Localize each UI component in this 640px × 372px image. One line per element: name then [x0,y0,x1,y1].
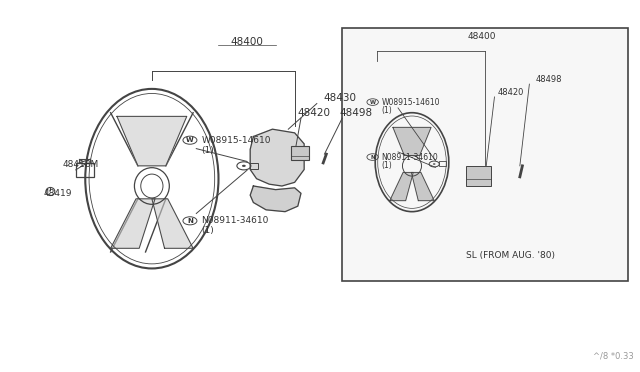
Polygon shape [111,199,155,248]
Text: W: W [369,100,376,105]
Polygon shape [390,173,413,201]
Polygon shape [250,129,304,186]
Text: N: N [371,154,375,160]
Text: 48400: 48400 [468,32,496,41]
Polygon shape [152,199,193,248]
Polygon shape [117,116,187,166]
Polygon shape [393,127,431,155]
Text: 48419: 48419 [44,189,72,198]
Bar [342,28,628,281]
Polygon shape [250,186,301,212]
Text: N08911-34610: N08911-34610 [202,216,269,225]
Text: (1): (1) [202,145,214,155]
Text: 48418M: 48418M [63,160,99,169]
Text: SL (FROM AUG. '80): SL (FROM AUG. '80) [466,251,555,260]
Text: 48498: 48498 [536,75,562,84]
Bar [76,163,93,177]
Text: 48420: 48420 [298,108,331,118]
Bar [250,163,258,169]
Text: W08915-14610: W08915-14610 [381,97,440,107]
Text: 48430: 48430 [323,93,356,103]
Bar [291,147,309,160]
Circle shape [433,163,435,165]
Text: ^/8 *0.33: ^/8 *0.33 [593,351,634,360]
Text: W08915-14610: W08915-14610 [202,136,271,145]
Text: N: N [187,218,193,224]
Text: 48400: 48400 [230,37,264,47]
Bar [439,161,445,166]
Text: 48420: 48420 [498,88,524,97]
Polygon shape [412,173,434,201]
Text: (1): (1) [202,226,214,235]
Text: 48498: 48498 [339,108,372,118]
Circle shape [242,165,246,167]
Text: (1): (1) [381,106,392,115]
Text: N08911-34610: N08911-34610 [381,153,438,161]
Bar [466,166,492,186]
Text: (1): (1) [381,161,392,170]
Text: W: W [186,137,194,143]
